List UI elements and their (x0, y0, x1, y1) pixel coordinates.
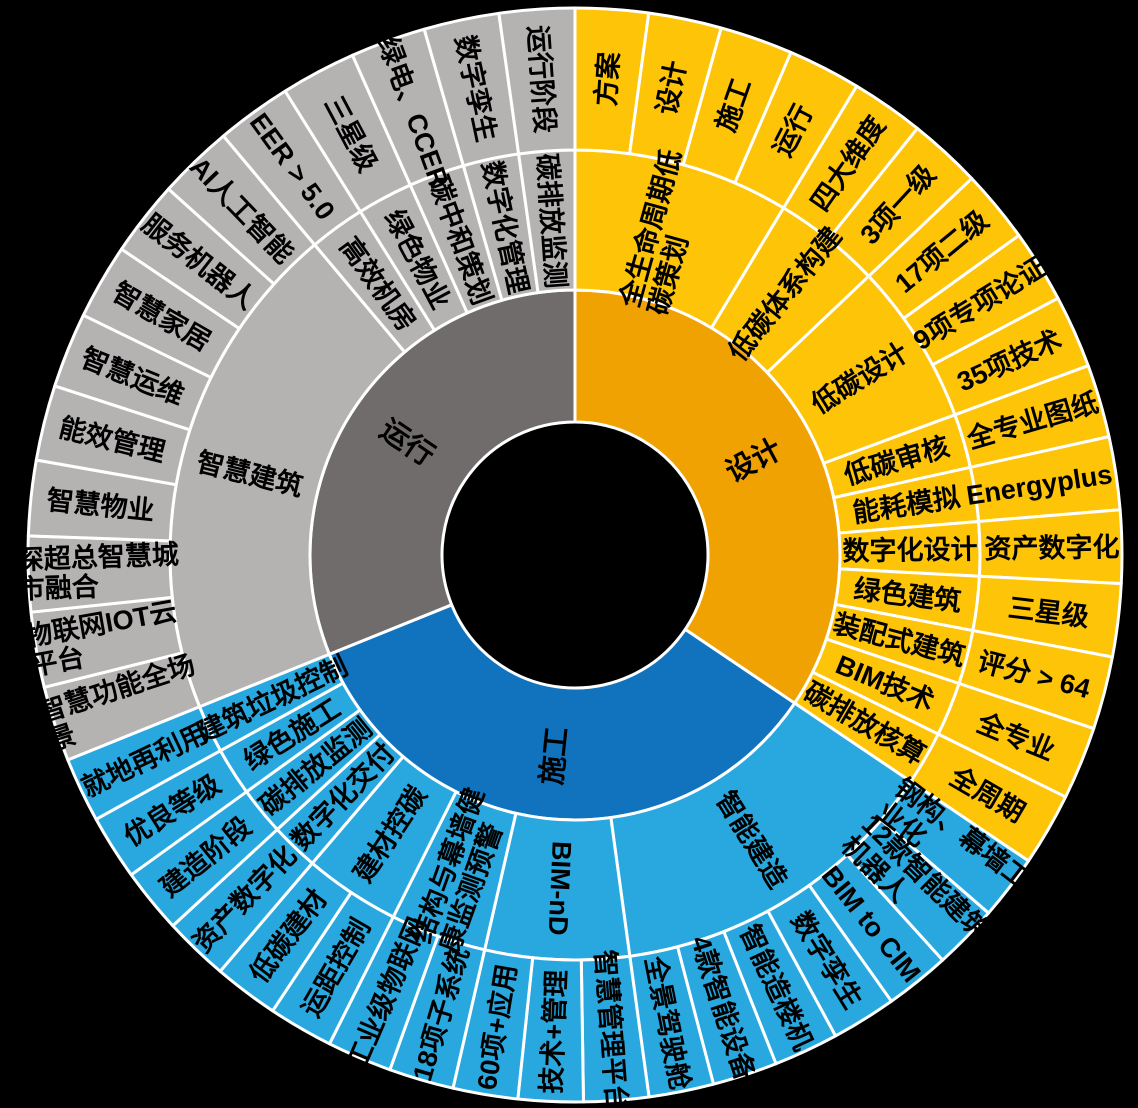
phase-label-1: 施工 (535, 725, 574, 786)
item-label-1-1-1: 技术+管理 (536, 969, 571, 1094)
item-label-2-5-0: 运行阶段 (523, 24, 561, 134)
item-label-2-0-2: 深超总智慧城市融合 (16, 540, 180, 605)
item-segment-2-5-0 (497, 6, 577, 156)
item-label-0-5-0: 资产数字化 (984, 531, 1119, 564)
item-label-0-0-0: 方案 (590, 50, 625, 107)
category-label-0-5: 数字化设计 (842, 533, 977, 566)
category-label-1-1: BIM-nD (543, 840, 577, 936)
